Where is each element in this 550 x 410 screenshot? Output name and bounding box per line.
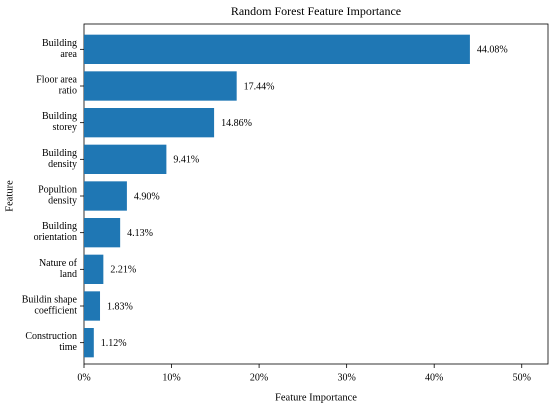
bar (84, 291, 101, 321)
bar (84, 144, 167, 174)
x-tick-label: 50% (513, 372, 531, 383)
y-tick-label: Building density (42, 148, 77, 170)
y-tick-label: Nature of land (39, 258, 78, 280)
x-tick-label: 0% (77, 372, 90, 383)
y-axis-label: Feature (4, 180, 15, 212)
bar (84, 181, 127, 211)
x-tick-label: 10% (162, 372, 180, 383)
value-label: 17.44% (244, 81, 275, 92)
x-tick-label: 20% (250, 372, 268, 383)
bar (84, 328, 94, 358)
y-tick-label: Building orientation (34, 221, 77, 243)
y-tick-label: Buildin shape coefficient (22, 295, 78, 317)
y-tick-label: Popultion density (38, 185, 77, 207)
x-tick-label: 30% (337, 372, 355, 383)
x-axis-label: Feature Importance (275, 392, 357, 403)
value-label: 1.12% (101, 338, 127, 349)
bar (84, 108, 215, 138)
value-label: 4.13% (127, 228, 153, 239)
value-label: 2.21% (110, 265, 136, 276)
y-tick-label: Construction time (25, 331, 77, 353)
x-tick-label: 40% (425, 372, 443, 383)
value-label: 4.90% (134, 191, 160, 202)
bar (84, 71, 237, 101)
y-tick-label: Building storey (42, 111, 77, 133)
y-tick-label: Building area (42, 38, 78, 60)
value-label: 9.41% (173, 155, 199, 166)
bar (84, 218, 121, 248)
bar (84, 34, 470, 64)
chart-title: Random Forest Feature Importance (231, 4, 401, 18)
y-tick-label: Floor area ratio (36, 75, 77, 97)
value-label: 1.83% (107, 301, 133, 312)
value-label: 44.08% (477, 45, 508, 56)
bar (84, 254, 104, 284)
value-label: 14.86% (221, 118, 252, 129)
